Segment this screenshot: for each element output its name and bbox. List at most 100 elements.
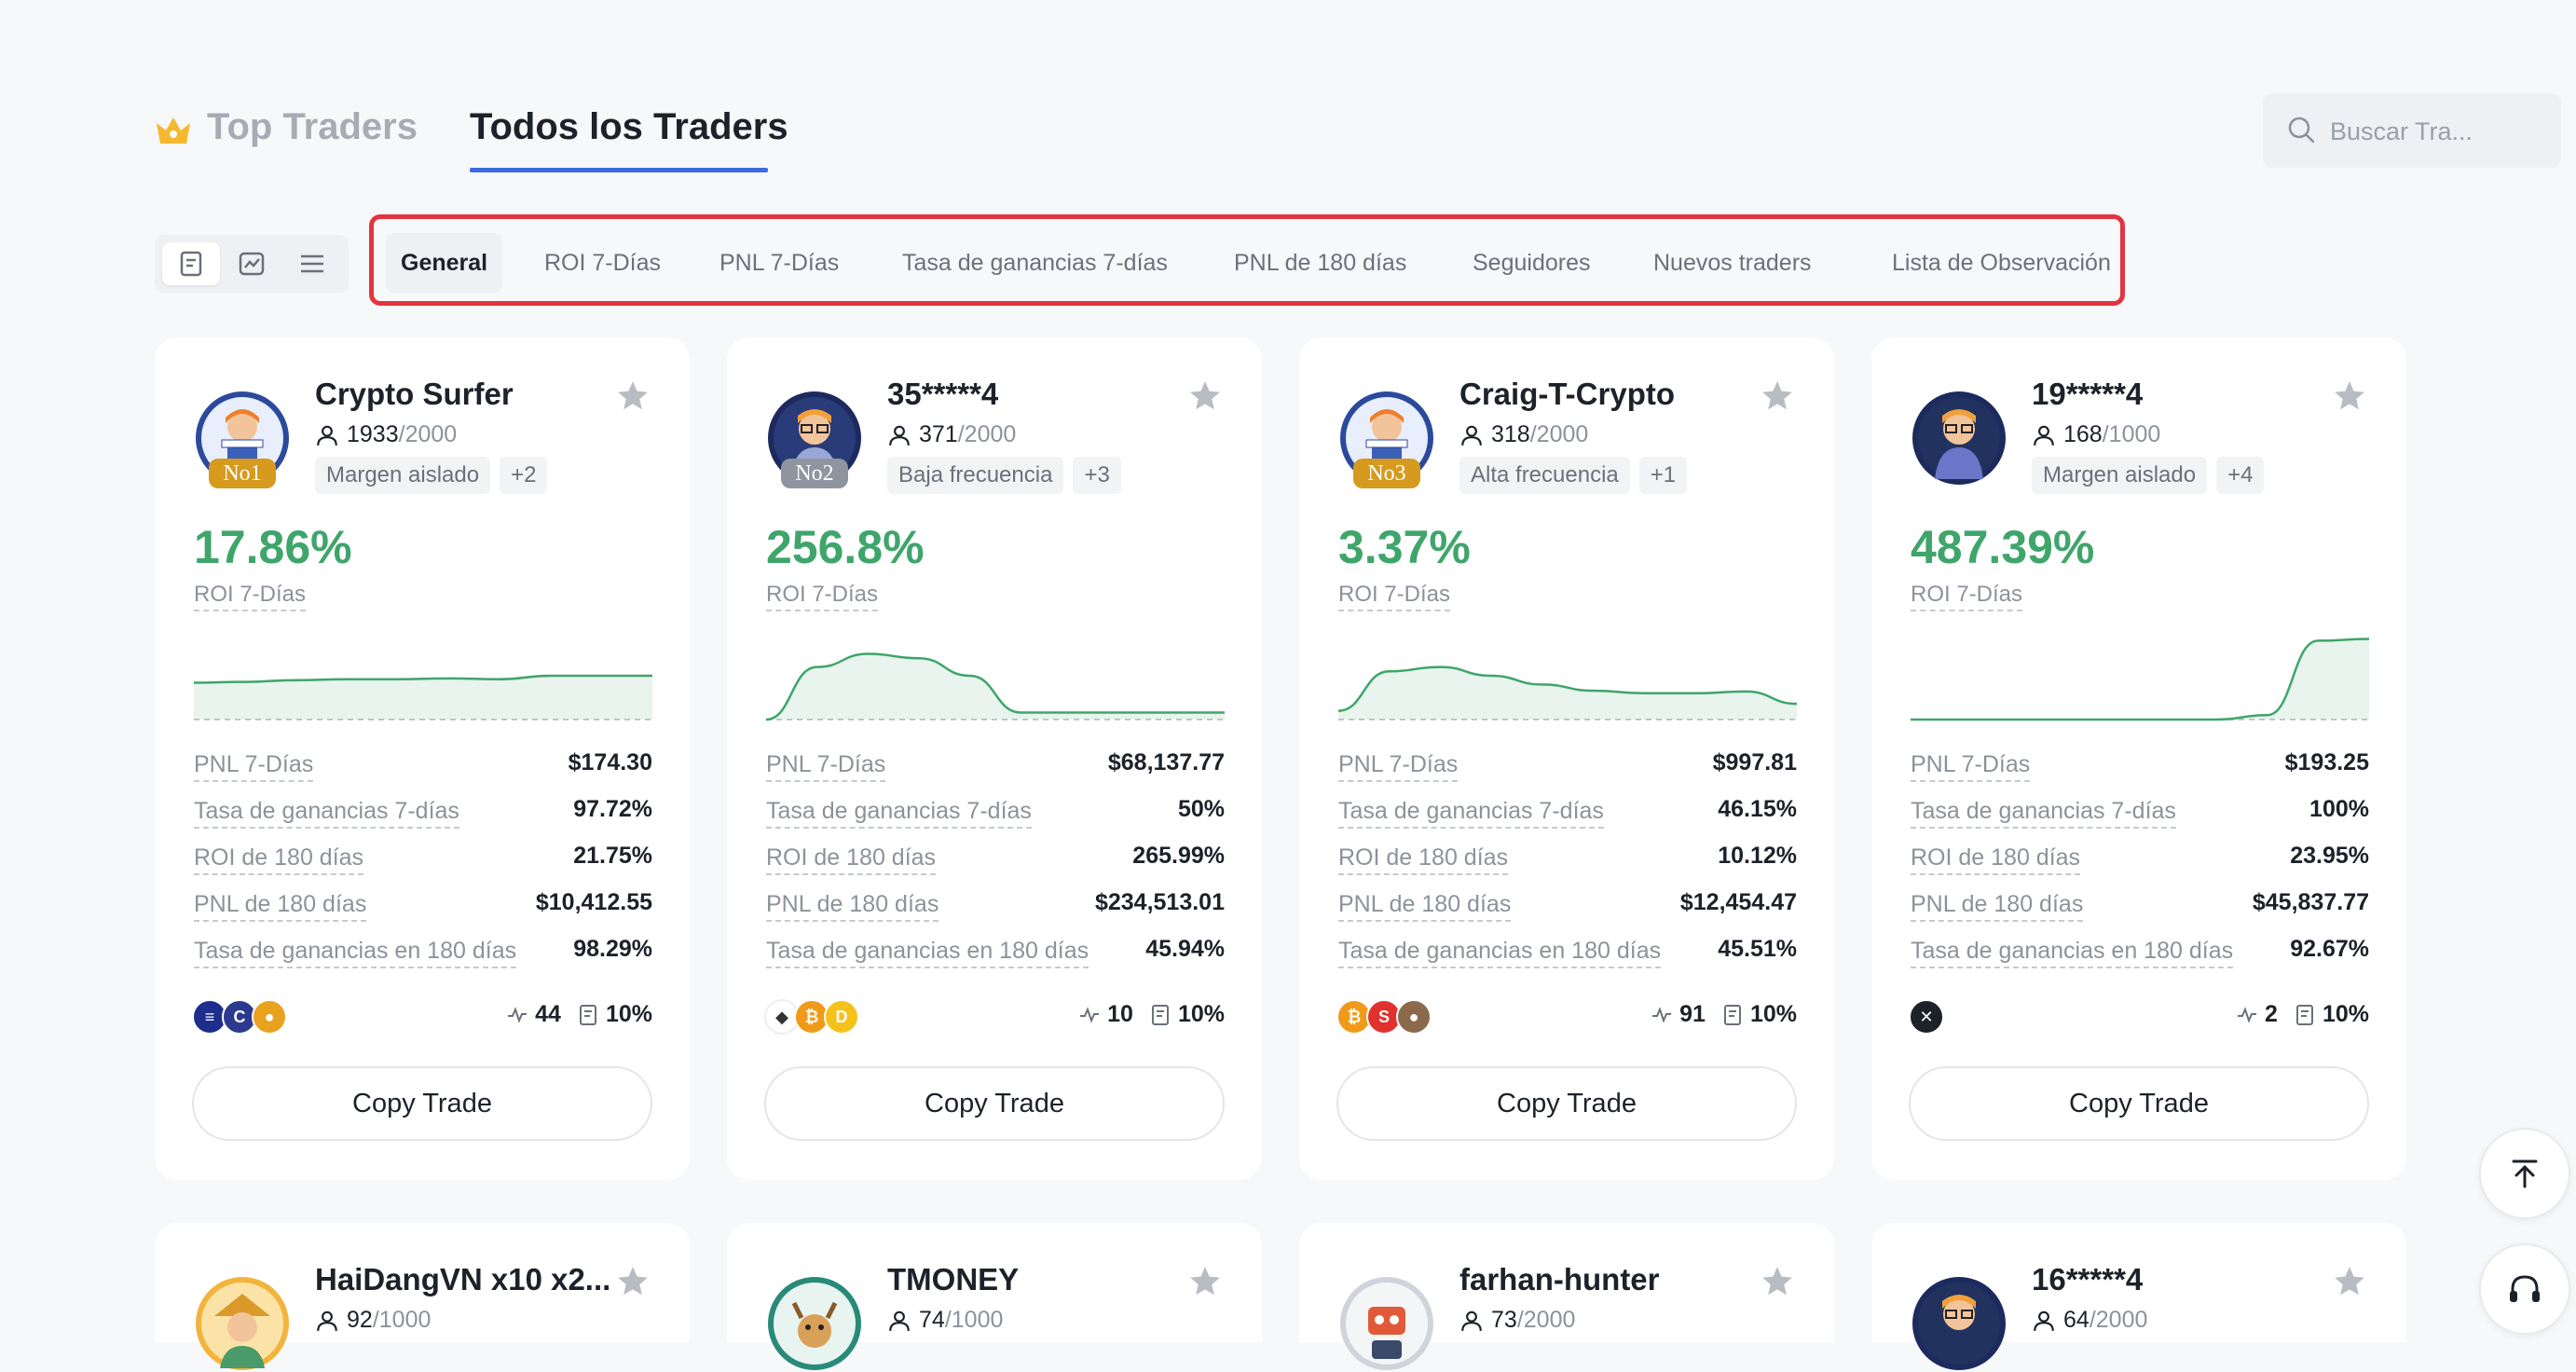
yellow-coin-icon: D bbox=[824, 999, 859, 1035]
followers-current: 74 bbox=[919, 1307, 945, 1333]
avatar bbox=[1912, 391, 2006, 485]
filter-roi-7d[interactable]: ROI 7-Días bbox=[544, 250, 662, 276]
support-button[interactable] bbox=[2479, 1243, 2570, 1335]
avatar bbox=[1912, 1277, 2006, 1370]
stat-label: PNL de 180 días bbox=[194, 891, 367, 922]
chart-view-icon bbox=[239, 252, 265, 276]
followers-current: 168 bbox=[2063, 421, 2103, 447]
trader-name[interactable]: Crypto Surfer bbox=[315, 377, 514, 411]
stack-coin-icon: ≡ bbox=[192, 999, 227, 1035]
trade-meta: 2 10% bbox=[2237, 1001, 2369, 1028]
sparkline-area bbox=[1338, 666, 1797, 720]
card-view-button[interactable] bbox=[162, 242, 220, 285]
list-view-button[interactable] bbox=[283, 242, 341, 285]
trade-count: 2 bbox=[2265, 1001, 2278, 1027]
copy-trade-button[interactable]: Copy Trade bbox=[1336, 1066, 1797, 1141]
active-tab-underline bbox=[470, 168, 768, 172]
star-icon[interactable] bbox=[615, 378, 651, 414]
stat-value: $68,137.77 bbox=[1107, 749, 1225, 775]
trader-name[interactable]: HaiDangVN x10 x2... bbox=[315, 1262, 611, 1297]
stat-value: 45.51% bbox=[1718, 936, 1797, 962]
headset-icon bbox=[2510, 1275, 2540, 1302]
stat-row: PNL 7-Días $68,137.77 bbox=[766, 746, 1225, 792]
red-coin-icon: S bbox=[1366, 999, 1402, 1035]
tag-more[interactable]: +2 bbox=[500, 457, 548, 494]
stat-row: Tasa de ganancias 7-días 100% bbox=[1911, 792, 2369, 839]
stat-label: Tasa de ganancias en 180 días bbox=[1911, 938, 2234, 968]
search-box[interactable] bbox=[2263, 93, 2561, 168]
tag-more[interactable]: +3 bbox=[1073, 457, 1121, 494]
user-icon bbox=[889, 425, 910, 446]
trader-card: farhan-hunter 73/2000 bbox=[1299, 1223, 1834, 1370]
copy-trade-button[interactable]: Copy Trade bbox=[764, 1066, 1225, 1141]
star-icon[interactable] bbox=[1760, 378, 1795, 414]
activity-icon bbox=[508, 1006, 528, 1023]
trader-name[interactable]: 16*****4 bbox=[2032, 1262, 2144, 1297]
back-to-top-button[interactable] bbox=[2479, 1128, 2570, 1219]
star-icon[interactable] bbox=[1187, 378, 1223, 414]
trader-name[interactable]: Craig-T-Crypto bbox=[1459, 377, 1675, 411]
copy-trade-button[interactable]: Copy Trade bbox=[192, 1066, 652, 1141]
activity-icon bbox=[1080, 1006, 1100, 1023]
filter-general[interactable]: General bbox=[386, 233, 503, 293]
copy-trade-button[interactable]: Copy Trade bbox=[1909, 1066, 2369, 1141]
filter-followers[interactable]: Seguidores bbox=[1473, 250, 1591, 276]
roi-value: 3.37% bbox=[1338, 521, 1471, 573]
stat-value: $10,412.55 bbox=[535, 889, 652, 915]
trader-name[interactable]: 35*****4 bbox=[887, 377, 999, 411]
star-icon[interactable] bbox=[2332, 1264, 2367, 1299]
stat-label: ROI de 180 días bbox=[766, 844, 937, 875]
followers-max: /2000 bbox=[1529, 421, 1589, 447]
sparkline-line bbox=[766, 652, 1225, 721]
stat-row: ROI de 180 días 23.95% bbox=[1911, 839, 2369, 885]
filter-win-rate-7d[interactable]: Tasa de ganancias 7-días bbox=[902, 250, 1168, 276]
followers-current: 318 bbox=[1491, 421, 1530, 447]
tag-more[interactable]: +1 bbox=[1638, 457, 1688, 494]
tag: Margen aislado bbox=[2032, 457, 2208, 494]
star-icon[interactable] bbox=[1187, 1264, 1223, 1299]
tag-more[interactable]: +4 bbox=[2216, 457, 2265, 494]
stat-row: PNL de 180 días $12,454.47 bbox=[1338, 885, 1797, 932]
followers-max: /2000 bbox=[1516, 1307, 1576, 1333]
star-icon[interactable] bbox=[615, 1264, 651, 1299]
trader-card: 19*****4 168/1000 Margen aislado +4 487.… bbox=[1871, 337, 2406, 1180]
trader-name[interactable]: 19*****4 bbox=[2032, 377, 2144, 411]
receipt-icon bbox=[579, 1004, 596, 1025]
stat-row: Tasa de ganancias en 180 días 98.29% bbox=[194, 932, 652, 979]
list-view-icon bbox=[301, 254, 323, 273]
stat-label: Tasa de ganancias en 180 días bbox=[194, 938, 517, 968]
search-input[interactable] bbox=[2328, 110, 2546, 153]
profit-share: 10% bbox=[1749, 1001, 1797, 1027]
filter-pnl-180d[interactable]: PNL de 180 días bbox=[1234, 250, 1407, 276]
followers-current: 92 bbox=[347, 1307, 373, 1333]
filter-pnl-7d[interactable]: PNL 7-Días bbox=[719, 250, 840, 276]
stat-value: 46.15% bbox=[1718, 796, 1797, 822]
user-icon bbox=[1461, 1310, 1482, 1331]
star-icon[interactable] bbox=[2332, 378, 2367, 414]
tab-top-traders[interactable]: Top Traders bbox=[207, 106, 418, 147]
header: Top Traders Todos los Traders bbox=[155, 93, 2561, 177]
trader-name[interactable]: TMONEY bbox=[887, 1262, 1020, 1297]
roi-sparkline bbox=[194, 674, 652, 720]
star-icon[interactable] bbox=[1760, 1264, 1795, 1299]
stat-row: Tasa de ganancias en 180 días 45.94% bbox=[766, 932, 1225, 979]
trade-meta: 91 10% bbox=[1651, 1001, 1797, 1028]
eth-coin-icon: ◆ bbox=[764, 999, 800, 1035]
followers-current: 64 bbox=[2063, 1307, 2090, 1333]
filter-watchlist[interactable]: Lista de Observación bbox=[1892, 250, 2111, 276]
roi-label: ROI 7-Días bbox=[1338, 582, 1451, 611]
trader-name[interactable]: farhan-hunter bbox=[1459, 1262, 1660, 1297]
tab-all-traders[interactable]: Todos los Traders bbox=[470, 106, 788, 147]
stat-label: PNL de 180 días bbox=[766, 891, 939, 922]
chart-view-button[interactable] bbox=[223, 242, 281, 285]
filter-highlight-box bbox=[369, 214, 2125, 306]
stat-value: 92.67% bbox=[2290, 936, 2369, 962]
stat-row: PNL de 180 días $10,412.55 bbox=[194, 885, 652, 932]
stat-row: PNL 7-Días $193.25 bbox=[1911, 746, 2369, 792]
filter-new-traders[interactable]: Nuevos traders bbox=[1653, 250, 1812, 276]
user-icon bbox=[2034, 1310, 2054, 1331]
followers-count: 318/2000 bbox=[1459, 421, 1588, 448]
stat-value: 21.75% bbox=[573, 843, 652, 869]
trader-card: No2 35*****4 371/2000 Baja frecuencia +3… bbox=[727, 337, 1262, 1180]
trade-meta: 44 10% bbox=[507, 1001, 652, 1028]
